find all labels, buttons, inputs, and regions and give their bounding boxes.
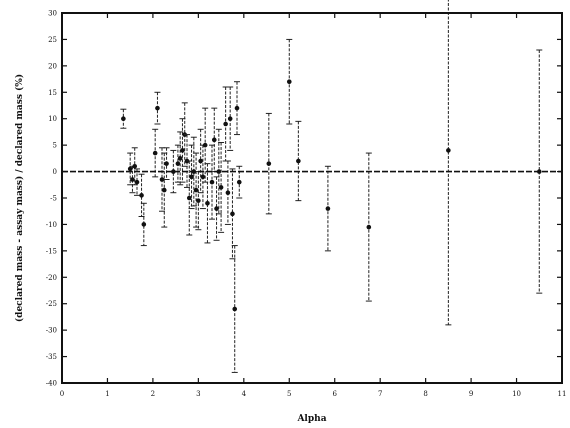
data-point <box>200 174 206 180</box>
data-point <box>230 211 235 217</box>
data-point <box>202 142 208 148</box>
data-point <box>205 200 210 206</box>
y-tick-label: -35 <box>46 353 57 361</box>
data-point <box>214 206 219 211</box>
data-point <box>171 169 176 174</box>
x-tick-label: 3 <box>196 390 200 398</box>
data-point <box>141 222 147 227</box>
data-point <box>134 179 140 185</box>
y-tick-label: -25 <box>46 300 57 308</box>
data-point <box>223 121 228 127</box>
data-point <box>211 137 217 143</box>
x-tick-label: 4 <box>242 390 247 398</box>
x-tick-label: 6 <box>332 390 337 398</box>
data-point <box>218 185 224 190</box>
data-point <box>132 163 138 169</box>
x-tick-label: 9 <box>469 390 473 398</box>
data-point <box>227 116 233 122</box>
data-point <box>209 179 215 185</box>
data-point <box>286 79 292 85</box>
data-point <box>164 161 169 166</box>
data-point <box>127 166 133 172</box>
data-point <box>159 177 165 182</box>
data-point <box>177 156 183 161</box>
x-axis-label: Alpha <box>296 414 326 424</box>
data-point <box>186 195 192 201</box>
y-tick-label: 15 <box>48 89 57 97</box>
data-point <box>155 105 160 111</box>
y-tick-label: 20 <box>48 62 57 70</box>
data-point <box>161 187 167 193</box>
data-point <box>225 190 231 196</box>
x-tick-label: 10 <box>512 390 521 398</box>
y-tick-label: 25 <box>48 36 57 44</box>
data-point <box>366 224 372 230</box>
data-point <box>234 105 240 111</box>
y-tick-label: 10 <box>48 115 57 123</box>
data-point <box>152 150 158 156</box>
data-point <box>266 161 272 166</box>
x-tick-label: 2 <box>151 390 155 398</box>
x-tick-label: 11 <box>558 390 567 398</box>
data-point <box>121 116 126 122</box>
data-point <box>139 193 144 198</box>
y-axis-label: (declared mass - assay mass) / declared … <box>14 74 25 322</box>
data-point <box>175 161 181 166</box>
data-point <box>232 306 238 312</box>
x-tick-label: 8 <box>423 390 427 398</box>
data-point <box>196 198 201 203</box>
data-point <box>296 158 301 164</box>
y-tick-label: -5 <box>50 195 57 203</box>
data-point <box>325 206 331 211</box>
data-point <box>236 179 242 185</box>
x-tick-label: 1 <box>105 390 109 398</box>
x-tick-label: 7 <box>378 390 382 398</box>
y-tick-label: -15 <box>46 247 57 255</box>
y-tick-label: -20 <box>46 274 57 282</box>
y-tick-label: 30 <box>48 10 57 18</box>
data-point <box>180 148 185 153</box>
axes: 0 1 2 3 4 5 6 7 8 9 10 11 -40 -35 -30 -25 -20 -15 -10 -5 0 5 1… <box>46 10 567 399</box>
y-tick-label: 0 <box>53 168 57 176</box>
y-tick-label: -30 <box>46 327 57 335</box>
y-tick-label: 5 <box>53 142 57 150</box>
data-point <box>189 174 194 180</box>
y-tick-label: -10 <box>46 221 57 229</box>
x-tick-label: 0 <box>60 390 64 398</box>
y-tick-label: -40 <box>46 380 57 388</box>
x-tick-label: 5 <box>287 390 291 398</box>
data-point <box>198 158 203 164</box>
data-point <box>446 148 451 153</box>
data-point <box>130 177 135 182</box>
data-point <box>193 187 199 193</box>
